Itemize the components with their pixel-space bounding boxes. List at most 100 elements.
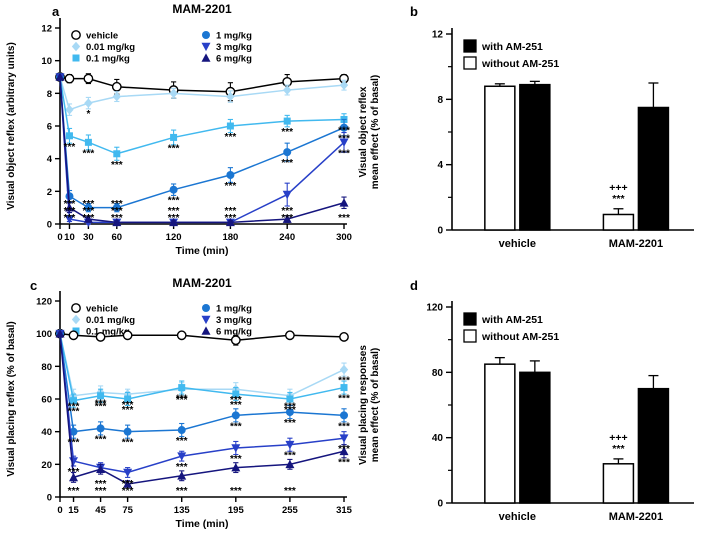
series-vehicle — [55, 72, 349, 102]
bar-vehicle-with-am-251 — [519, 83, 551, 231]
bar-series-with-am-251 — [519, 360, 670, 504]
x-tick-label: 255 — [282, 505, 299, 516]
y-tick-label: 120 — [426, 303, 443, 314]
panel-label-d: d — [410, 278, 418, 293]
significance-mark: *** — [168, 206, 180, 217]
legend-item-0-1-mg-kg: 0.1 mg/kg — [72, 327, 130, 338]
significance-mark: *** — [68, 407, 80, 418]
legend-item-vehicle: vehicle — [71, 30, 118, 42]
x-tick-label: 0 — [57, 505, 62, 516]
panel-c-line-chart: 0 20 40 60 80 100 120 0 15 45 75 135 195 255 315 Time (… — [6, 291, 353, 530]
significance-mark: *** — [95, 486, 107, 497]
y-tick-label: 2 — [47, 187, 52, 198]
significance-mark: *** — [95, 402, 107, 413]
legend-swatch — [463, 56, 477, 70]
panel-c-title: MAM-2201 — [172, 276, 232, 290]
bar-vehicle-without-am-251 — [484, 85, 516, 231]
significance-mark: *** — [230, 454, 242, 465]
significance-mark: *** — [122, 479, 134, 490]
x-tick-label: 240 — [279, 232, 295, 243]
x-tick-label: 135 — [174, 505, 191, 516]
y-axis-label: Visual object reflex (arbitrary units) — [6, 42, 17, 210]
y-tick-label: 100 — [36, 329, 52, 340]
significance-mark: *** — [68, 402, 80, 413]
panel-d-bar-chart: 0 40 80 120 Visual placing responses mean eff… — [358, 301, 694, 523]
significance-mark: *** — [284, 405, 296, 416]
legend-label: 0.01 mg/kg — [86, 315, 135, 326]
legend-swatch — [463, 312, 477, 326]
significance-mark: *** — [284, 486, 296, 497]
significance-mark: *** — [230, 486, 242, 497]
significance-mark: *** — [338, 125, 350, 136]
y-tick-label: 80 — [41, 362, 52, 373]
significance-mark: *** — [176, 394, 188, 405]
y-tick-label: 20 — [41, 460, 52, 471]
significance-mark: *** — [68, 467, 80, 478]
legend-item-without-am-251: without AM-251 — [463, 329, 559, 343]
significance-mark: *** — [612, 443, 625, 455]
significance-mark: *** — [281, 206, 293, 217]
panel-a-title: MAM-2201 — [172, 2, 232, 16]
significance-mark: *** — [176, 436, 188, 447]
series-6-mg-kg — [55, 329, 349, 488]
x-tick-label: 30 — [83, 232, 94, 243]
significance-mark: *** — [284, 418, 296, 429]
legend-item-with-am-251: with AM-251 — [463, 312, 543, 326]
legend-label: 0.1 mg/kg — [86, 54, 130, 65]
significance-mark: *** — [95, 479, 107, 490]
legend-label: 6 mg/kg — [216, 54, 252, 65]
x-tick-label: 45 — [95, 505, 106, 516]
x-tick-label: 300 — [336, 232, 352, 243]
significance-mark: *** — [176, 395, 188, 406]
significance-mark: +++ — [609, 432, 627, 444]
y-tick-label: 120 — [36, 297, 52, 308]
legend-item-0-01-mg-kg: 0.01 mg/kg — [71, 314, 135, 326]
legend-label: with AM-251 — [481, 41, 543, 53]
x-tick-label: 315 — [336, 505, 353, 516]
y-tick-label: 80 — [432, 368, 444, 379]
significance-mark: *** — [122, 438, 134, 449]
y-tick-label: 8 — [437, 95, 443, 106]
legend-item-0-1-mg-kg: 0.1 mg/kg — [72, 54, 130, 65]
legend-item-with-am-251: with AM-251 — [463, 39, 543, 53]
series-0-1-mg-kg — [56, 73, 348, 161]
significance-mark: *** — [64, 199, 76, 210]
significance-mark: *** — [225, 206, 237, 217]
significance-mark: *** — [338, 376, 350, 387]
y-tick-label: 60 — [41, 395, 52, 406]
legend-label: vehicle — [86, 31, 118, 42]
legend-label: 3 mg/kg — [216, 42, 252, 53]
significance-mark: +++ — [609, 182, 627, 194]
legend-label: without AM-251 — [481, 58, 559, 70]
significance-mark: *** — [68, 438, 80, 449]
x-tick-label: 10 — [64, 232, 75, 243]
significance-mark: *** — [122, 400, 134, 411]
legend-swatch — [463, 329, 477, 343]
significance-mark: *** — [122, 486, 134, 497]
significance-mark: *** — [281, 127, 293, 138]
panel-label-a: a — [52, 4, 60, 19]
series-1-mg-kg — [56, 329, 348, 439]
y-tick-label: 40 — [432, 433, 444, 444]
x-axis-label: Time (min) — [176, 245, 229, 257]
panel-b-bar-chart: 0 4 8 12 Visual object reflex mean effect (% … — [358, 28, 694, 250]
bar-mam-2201-without-am-251 — [602, 213, 635, 231]
significance-mark: *** — [225, 132, 237, 143]
bar-mam-2201-with-am-251 — [637, 387, 670, 504]
significance-mark: *** — [281, 213, 293, 224]
legend-label: 1 mg/kg — [216, 304, 252, 315]
y-axis-label-line: Visual placing responses — [358, 345, 369, 465]
significance-mark: *** — [338, 134, 350, 145]
bar-series-without-am-251: +++*** — [484, 83, 635, 231]
legend-item-1-mg-kg: 1 mg/kg — [202, 31, 252, 42]
group-label-mam-2201: MAM-2201 — [609, 238, 663, 250]
y-tick-label: 4 — [437, 160, 443, 171]
significance-mark: *** — [168, 143, 180, 154]
legend-label: without AM-251 — [481, 331, 559, 343]
series-3-mg-kg — [55, 329, 349, 478]
legend-swatch — [463, 39, 477, 53]
group-label-vehicle: vehicle — [499, 511, 536, 523]
legend-label: 6 mg/kg — [216, 327, 252, 338]
x-tick-label: 195 — [228, 505, 245, 516]
